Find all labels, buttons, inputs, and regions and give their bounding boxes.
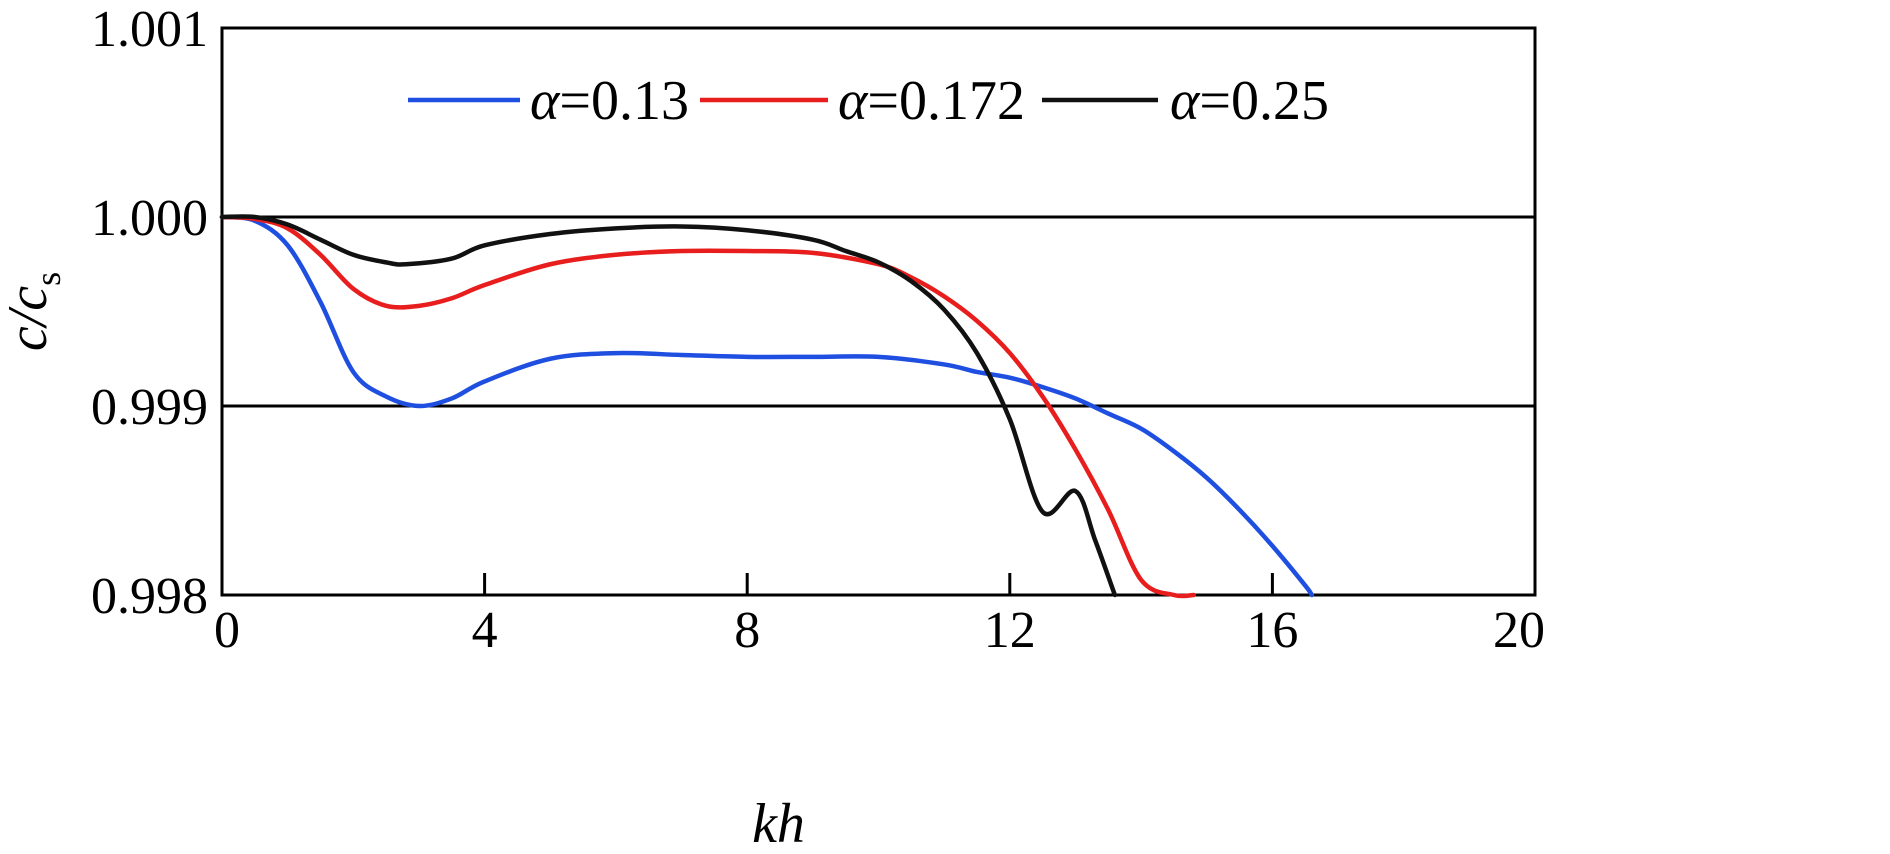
y-axis-label-sub: s bbox=[28, 272, 68, 286]
legend-value-2: =0.25 bbox=[1199, 70, 1329, 132]
x-tick-label-5: 20 bbox=[1493, 602, 1545, 659]
legend-label-2: α=0.25 bbox=[1170, 70, 1329, 132]
series-line-0 bbox=[219, 214, 1315, 598]
series-line-2 bbox=[219, 214, 1118, 598]
y-tick-label-1: 0.999 bbox=[91, 379, 208, 436]
x-tick-label-2: 8 bbox=[734, 602, 760, 659]
x-tick-label-3: 12 bbox=[984, 602, 1036, 659]
plot-frame bbox=[220, 26, 1537, 597]
series-line-1 bbox=[219, 214, 1196, 599]
y-tick-label-2: 1.000 bbox=[91, 190, 208, 247]
legend-symbol-2: α bbox=[1170, 70, 1201, 132]
legend-symbol-1: α bbox=[838, 70, 869, 132]
y-tick-label-0: 0.998 bbox=[91, 568, 208, 625]
y-tick-label-3: 1.001 bbox=[91, 1, 208, 58]
series-lines bbox=[219, 214, 1315, 599]
x-axis-label: kh bbox=[752, 793, 805, 854]
y-axis-label-main: c/c bbox=[0, 286, 59, 351]
legend-value-1: =0.172 bbox=[867, 70, 1025, 132]
plot-area bbox=[220, 26, 1537, 597]
legend: α=0.13 α=0.172 α=0.25 bbox=[408, 70, 1329, 132]
axis-ticks: 0 4 8 12 16 20 0.998 0.999 1.000 1.001 bbox=[91, 1, 1545, 659]
legend-value-0: =0.13 bbox=[559, 70, 689, 132]
x-tick-label-0: 0 bbox=[214, 602, 240, 659]
x-tick-label-4: 16 bbox=[1246, 602, 1298, 659]
y-axis-label: c/cs bbox=[0, 272, 68, 351]
x-tick-label-1: 4 bbox=[472, 602, 498, 659]
legend-symbol-0: α bbox=[530, 70, 561, 132]
legend-label-0: α=0.13 bbox=[530, 70, 689, 132]
legend-label-1: α=0.172 bbox=[838, 70, 1025, 132]
